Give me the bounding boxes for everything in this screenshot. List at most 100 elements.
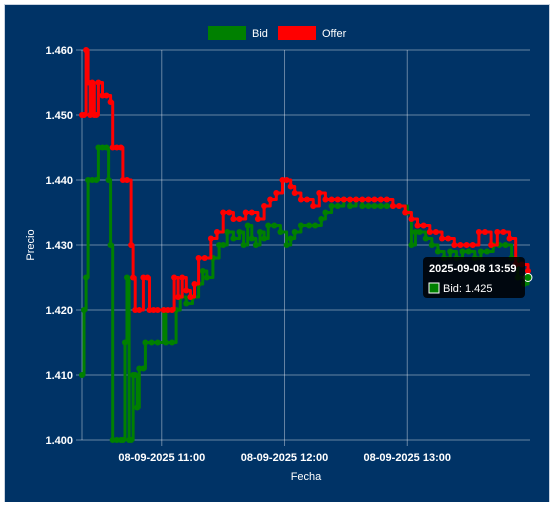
data-point-bid[interactable]: [248, 235, 255, 242]
data-point-bid[interactable]: [134, 404, 141, 411]
data-point-offer[interactable]: [494, 229, 501, 235]
data-point-bid[interactable]: [306, 222, 313, 229]
data-point-offer[interactable]: [310, 203, 317, 209]
data-point-bid[interactable]: [224, 229, 231, 235]
data-point-offer[interactable]: [365, 196, 372, 203]
data-point-offer[interactable]: [432, 229, 439, 235]
data-point-offer[interactable]: [475, 229, 482, 235]
legend[interactable]: Bid Offer: [208, 26, 347, 40]
data-point-bid[interactable]: [105, 177, 112, 183]
data-point-offer[interactable]: [171, 274, 178, 281]
data-point-offer[interactable]: [291, 190, 298, 196]
data-point-offer[interactable]: [273, 190, 280, 196]
data-point-offer[interactable]: [103, 92, 110, 99]
data-point-bid[interactable]: [199, 268, 206, 274]
data-point-offer[interactable]: [107, 99, 114, 105]
data-point-offer[interactable]: [201, 255, 208, 261]
data-point-bid[interactable]: [322, 209, 329, 216]
data-point-offer[interactable]: [347, 196, 353, 203]
data-point-offer[interactable]: [89, 79, 96, 86]
data-point-offer[interactable]: [316, 190, 323, 196]
data-point-bid[interactable]: [261, 235, 268, 242]
data-point-offer[interactable]: [322, 196, 329, 203]
data-point-offer[interactable]: [254, 216, 261, 222]
data-point-bid[interactable]: [140, 365, 147, 372]
data-point-bid[interactable]: [136, 365, 143, 372]
data-point-bid[interactable]: [236, 229, 243, 235]
data-point-offer[interactable]: [119, 177, 126, 183]
data-point-bid[interactable]: [484, 248, 490, 255]
data-point-bid[interactable]: [416, 229, 423, 235]
data-point-bid[interactable]: [297, 222, 304, 229]
data-point-bid[interactable]: [312, 222, 319, 229]
data-point-bid[interactable]: [359, 203, 366, 209]
data-point-bid[interactable]: [277, 229, 284, 235]
data-point-offer[interactable]: [226, 209, 233, 216]
data-point-offer[interactable]: [130, 274, 137, 281]
data-point-offer[interactable]: [144, 274, 151, 281]
data-point-bid[interactable]: [128, 437, 135, 443]
data-point-offer[interactable]: [304, 196, 310, 203]
data-point-offer[interactable]: [261, 203, 268, 209]
data-point-offer[interactable]: [383, 196, 390, 203]
data-point-bid[interactable]: [459, 248, 466, 255]
data-point-offer[interactable]: [93, 112, 100, 118]
data-point-offer[interactable]: [150, 307, 157, 313]
data-point-offer[interactable]: [220, 209, 227, 216]
data-point-offer[interactable]: [95, 79, 102, 86]
data-point-offer[interactable]: [420, 222, 427, 229]
data-point-offer[interactable]: [146, 307, 153, 313]
data-point-bid[interactable]: [220, 242, 227, 248]
data-point-offer[interactable]: [179, 274, 186, 281]
data-point-offer[interactable]: [113, 144, 120, 151]
data-point-bid[interactable]: [477, 248, 484, 255]
data-point-offer[interactable]: [402, 209, 409, 216]
data-point-bid[interactable]: [119, 437, 126, 443]
data-point-bid[interactable]: [103, 144, 110, 151]
data-point-bid[interactable]: [95, 144, 102, 151]
data-point-bid[interactable]: [287, 235, 294, 242]
data-point-bid[interactable]: [383, 203, 390, 209]
data-point-offer[interactable]: [297, 196, 304, 203]
hovered-point[interactable]: [523, 273, 533, 282]
data-point-offer[interactable]: [85, 79, 92, 86]
data-point-bid[interactable]: [169, 339, 175, 346]
data-point-offer[interactable]: [248, 209, 255, 216]
data-point-bid[interactable]: [291, 229, 298, 235]
data-point-offer[interactable]: [191, 281, 198, 287]
data-point-bid[interactable]: [334, 203, 341, 209]
data-point-bid[interactable]: [81, 307, 87, 313]
data-point-offer[interactable]: [160, 307, 167, 313]
data-point-bid[interactable]: [148, 339, 155, 346]
data-point-offer[interactable]: [230, 216, 237, 222]
data-point-offer[interactable]: [389, 203, 396, 209]
data-point-offer[interactable]: [136, 307, 143, 313]
data-point-offer[interactable]: [340, 196, 347, 203]
data-point-offer[interactable]: [117, 144, 124, 151]
data-point-offer[interactable]: [187, 294, 194, 300]
data-point-bid[interactable]: [428, 242, 435, 248]
data-point-offer[interactable]: [334, 196, 341, 203]
data-point-bid[interactable]: [465, 248, 472, 255]
data-point-offer[interactable]: [500, 229, 507, 235]
data-point-bid[interactable]: [371, 203, 378, 209]
data-point-bid[interactable]: [93, 177, 100, 183]
data-point-bid[interactable]: [109, 437, 116, 443]
data-point-bid[interactable]: [502, 242, 509, 248]
data-point-offer[interactable]: [451, 242, 458, 248]
data-point-bid[interactable]: [422, 235, 429, 242]
data-point-bid[interactable]: [447, 248, 454, 255]
data-point-bid[interactable]: [412, 229, 419, 235]
data-point-offer[interactable]: [445, 235, 452, 242]
data-point-bid[interactable]: [328, 203, 335, 209]
data-point-bid[interactable]: [283, 242, 290, 248]
data-point-offer[interactable]: [236, 216, 243, 222]
data-point-offer[interactable]: [128, 242, 135, 248]
data-point-offer[interactable]: [469, 242, 476, 248]
data-point-bid[interactable]: [183, 300, 190, 307]
data-point-offer[interactable]: [207, 235, 214, 242]
data-point-bid[interactable]: [162, 339, 169, 346]
data-point-bid[interactable]: [79, 372, 85, 378]
data-point-offer[interactable]: [140, 274, 147, 281]
data-point-offer[interactable]: [287, 183, 294, 190]
